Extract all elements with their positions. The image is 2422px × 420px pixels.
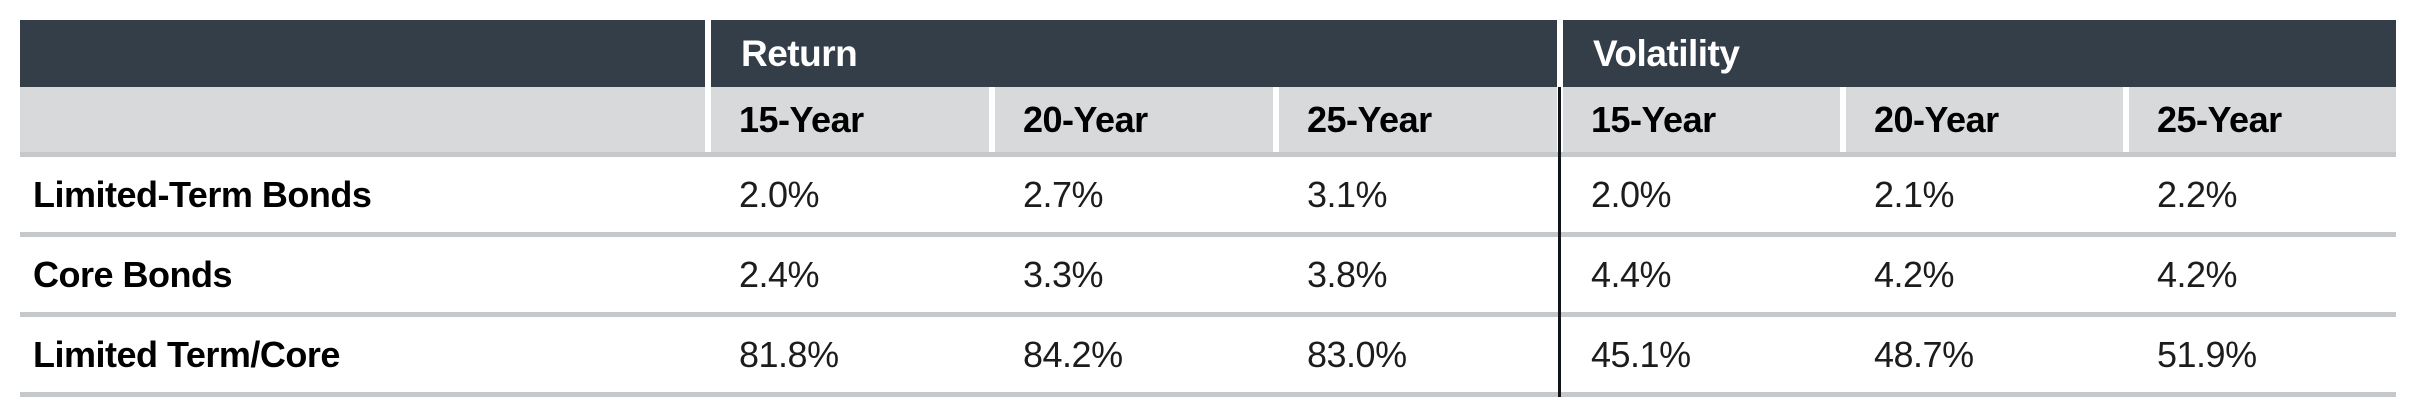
column-gap bbox=[1557, 20, 1563, 87]
volatility-15yr-cell: 2.0% bbox=[1563, 157, 1840, 232]
volatility-20yr-cell: 48.7% bbox=[1846, 317, 2123, 392]
return-15yr-cell: 2.4% bbox=[711, 237, 989, 312]
row-label-cell: Limited Term/Core bbox=[20, 317, 705, 392]
cell-value: 2.7% bbox=[1023, 173, 1104, 215]
volatility-20yr-header: 20-Year bbox=[1846, 87, 2123, 152]
return-20yr-cell: 3.3% bbox=[995, 237, 1273, 312]
cell-value: 48.7% bbox=[1874, 333, 1974, 375]
column-gap bbox=[989, 87, 995, 152]
section-divider-line bbox=[1558, 87, 1561, 397]
volatility-20yr-cell: 2.1% bbox=[1846, 157, 2123, 232]
table-row: Limited-Term Bonds 2.0% 2.7% 3.1% 2.0% 2… bbox=[20, 157, 2396, 232]
cell-value: 81.8% bbox=[739, 333, 839, 375]
volatility-group-header: Volatility bbox=[1563, 20, 2396, 87]
volatility-25yr-cell: 2.2% bbox=[2129, 157, 2396, 232]
return-25yr-header: 25-Year bbox=[1279, 87, 1557, 152]
return-25yr-cell: 3.1% bbox=[1279, 157, 1557, 232]
comparison-table: Return Volatility 15-Year 20-Year 25-Yea… bbox=[20, 20, 2396, 397]
return-20yr-header: 20-Year bbox=[995, 87, 1273, 152]
return-15yr-header-label: 15-Year bbox=[739, 98, 864, 140]
volatility-group-label: Volatility bbox=[1593, 32, 1740, 74]
volatility-15yr-cell: 4.4% bbox=[1563, 237, 1840, 312]
cell-value: 2.0% bbox=[739, 173, 820, 215]
table-row: Core Bonds 2.4% 3.3% 3.8% 4.4% 4.2% bbox=[20, 237, 2396, 312]
cell-value: 83.0% bbox=[1307, 333, 1407, 375]
row-label: Limited Term/Core bbox=[33, 333, 340, 375]
return-group-label: Return bbox=[741, 32, 858, 74]
cell-value: 2.0% bbox=[1591, 173, 1672, 215]
cell-value: 2.2% bbox=[2157, 173, 2238, 215]
corner-spacer-cell bbox=[20, 20, 705, 87]
volatility-20yr-header-label: 20-Year bbox=[1874, 98, 1999, 140]
row-label: Core Bonds bbox=[33, 253, 233, 295]
cell-value: 3.1% bbox=[1307, 173, 1388, 215]
return-15yr-header: 15-Year bbox=[711, 87, 989, 152]
column-gap bbox=[705, 20, 711, 87]
row-label-cell: Core Bonds bbox=[20, 237, 705, 312]
volatility-25yr-header-label: 25-Year bbox=[2157, 98, 2282, 140]
row-separator bbox=[20, 232, 2396, 237]
volatility-15yr-header: 15-Year bbox=[1563, 87, 1840, 152]
cell-value: 4.2% bbox=[1874, 253, 1955, 295]
cell-value: 2.4% bbox=[739, 253, 820, 295]
row-separator bbox=[20, 312, 2396, 317]
volatility-25yr-cell: 4.2% bbox=[2129, 237, 2396, 312]
return-25yr-cell: 3.8% bbox=[1279, 237, 1557, 312]
cell-value: 3.8% bbox=[1307, 253, 1388, 295]
cell-value: 2.1% bbox=[1874, 173, 1955, 215]
volatility-15yr-cell: 45.1% bbox=[1563, 317, 1840, 392]
cell-value: 4.4% bbox=[1591, 253, 1672, 295]
table-bottom-border bbox=[20, 392, 2396, 397]
cell-value: 45.1% bbox=[1591, 333, 1691, 375]
cell-value: 51.9% bbox=[2157, 333, 2257, 375]
row-label-cell: Limited-Term Bonds bbox=[20, 157, 705, 232]
column-gap bbox=[1840, 87, 1846, 152]
row-separator bbox=[20, 152, 2396, 157]
volatility-15yr-header-label: 15-Year bbox=[1591, 98, 1716, 140]
return-25yr-cell: 83.0% bbox=[1279, 317, 1557, 392]
subheader-spacer-cell bbox=[20, 87, 705, 152]
table-row: Limited Term/Core 81.8% 84.2% 83.0% 45.1… bbox=[20, 317, 2396, 392]
return-15yr-cell: 2.0% bbox=[711, 157, 989, 232]
column-gap bbox=[705, 87, 711, 152]
return-20yr-header-label: 20-Year bbox=[1023, 98, 1148, 140]
return-20yr-cell: 84.2% bbox=[995, 317, 1273, 392]
cell-value: 4.2% bbox=[2157, 253, 2238, 295]
return-group-header: Return bbox=[711, 20, 1557, 87]
row-label: Limited-Term Bonds bbox=[33, 173, 372, 215]
volatility-20yr-cell: 4.2% bbox=[1846, 237, 2123, 312]
return-15yr-cell: 81.8% bbox=[711, 317, 989, 392]
cell-value: 3.3% bbox=[1023, 253, 1104, 295]
column-gap bbox=[2123, 87, 2129, 152]
volatility-25yr-cell: 51.9% bbox=[2129, 317, 2396, 392]
group-header-row: Return Volatility bbox=[20, 20, 2396, 87]
column-gap bbox=[1273, 87, 1279, 152]
return-20yr-cell: 2.7% bbox=[995, 157, 1273, 232]
cell-value: 84.2% bbox=[1023, 333, 1123, 375]
volatility-25yr-header: 25-Year bbox=[2129, 87, 2396, 152]
subheader-row: 15-Year 20-Year 25-Year 15-Year 20-Year … bbox=[20, 87, 2396, 152]
return-25yr-header-label: 25-Year bbox=[1307, 98, 1432, 140]
